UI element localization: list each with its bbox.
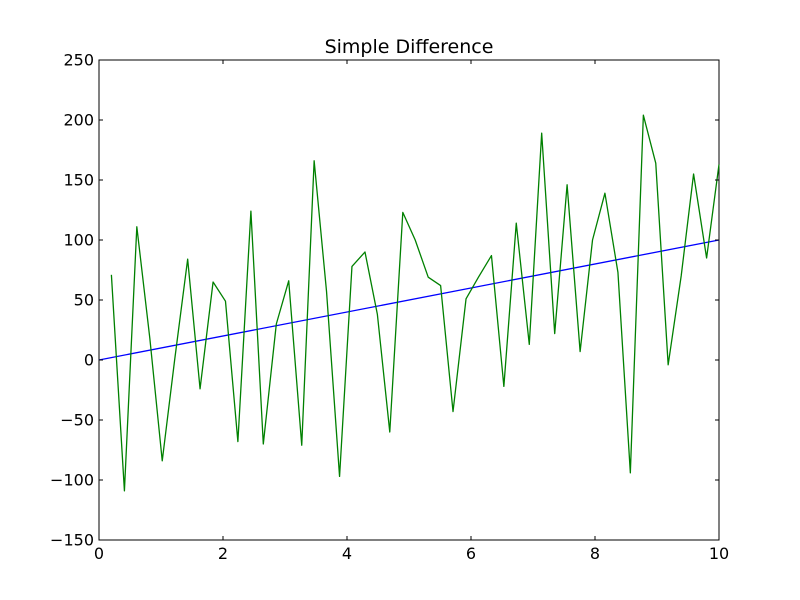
series-line-2 xyxy=(110,114,720,492)
y-tick-label: 50 xyxy=(74,291,94,310)
y-tick-label: 100 xyxy=(63,231,94,250)
y-tick-label: −100 xyxy=(50,471,94,490)
y-tick-label: 200 xyxy=(63,111,94,130)
x-tick-label: 2 xyxy=(218,544,228,563)
x-tick-label: 8 xyxy=(590,544,600,563)
x-tick-label: 6 xyxy=(466,544,476,563)
y-tick-label: 250 xyxy=(63,51,94,70)
y-tick-label: 150 xyxy=(63,171,94,190)
y-tick-label: 0 xyxy=(84,351,94,370)
y-tick-label: −50 xyxy=(60,411,94,430)
x-tick-label: 10 xyxy=(709,544,729,563)
x-tick-label: 4 xyxy=(342,544,352,563)
tick-layer: 0 2 4 6 8 10 −150 −100 −50 0 50 100 150 200 250 xyxy=(50,51,729,564)
x-tick-label: 0 xyxy=(94,544,104,563)
chart-title: Simple Difference xyxy=(325,36,494,58)
series-layer xyxy=(98,114,720,492)
y-tick-label: −150 xyxy=(50,531,94,550)
